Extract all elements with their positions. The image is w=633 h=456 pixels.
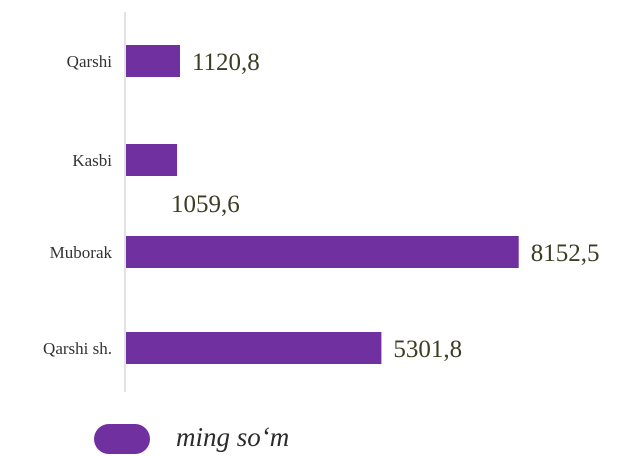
category-label: Qarshi sh.	[43, 339, 112, 358]
category-label: Muborak	[50, 243, 113, 262]
legend-swatch	[94, 424, 150, 454]
bar	[126, 332, 382, 364]
legend-label: ming so‘m	[176, 422, 290, 452]
data-label: 5301,8	[393, 336, 462, 363]
bar	[126, 45, 180, 77]
data-label: 1120,8	[192, 49, 260, 76]
category-label: Qarshi	[67, 52, 113, 71]
data-label: 8152,5	[531, 240, 600, 267]
category-label: Kasbi	[72, 151, 112, 170]
bar	[126, 144, 178, 176]
data-label: 1059,6	[171, 191, 240, 218]
bar	[126, 236, 519, 268]
